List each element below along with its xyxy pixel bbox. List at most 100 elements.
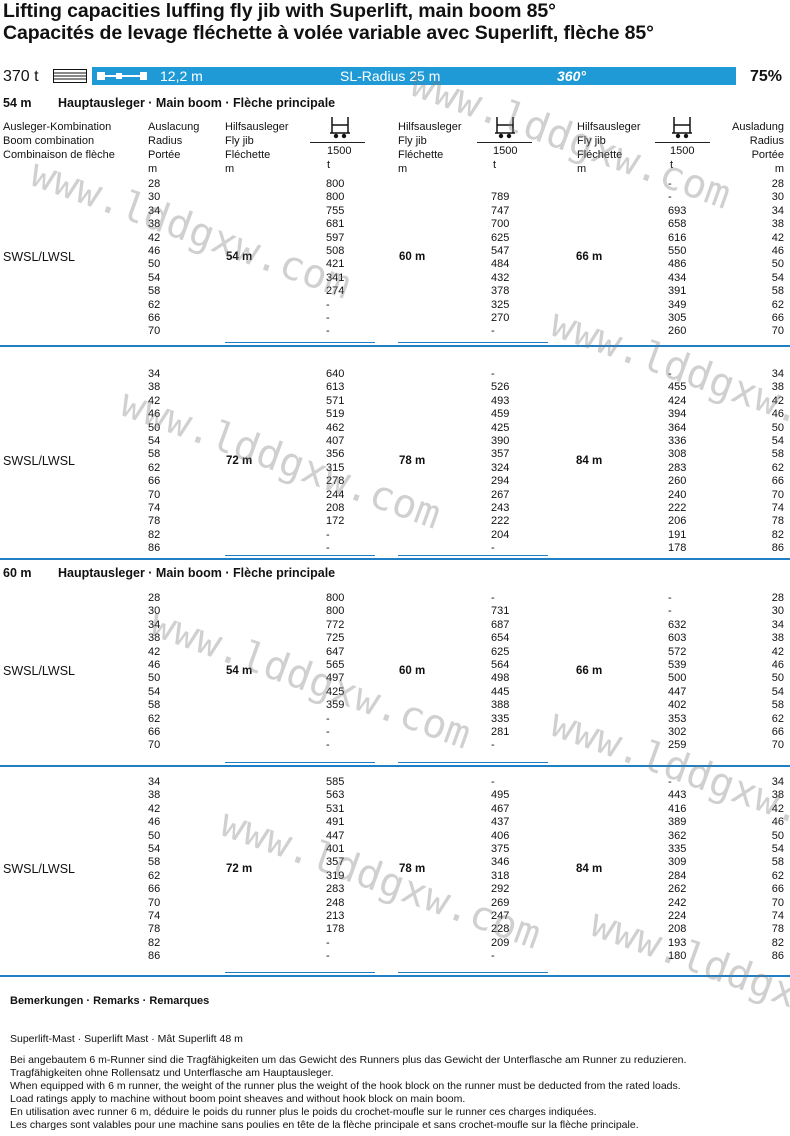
radius-cell: 62	[148, 461, 161, 474]
capacity-cell-jib3: 206	[668, 515, 687, 528]
radius-right-cell: 42	[771, 802, 784, 815]
capacity-cell-jib3: 283	[668, 461, 687, 474]
remarks-mast: Superlift-Mast · Superlift Mast · Mât Su…	[10, 1033, 243, 1045]
radius-cell: 42	[148, 645, 161, 658]
radius-cell: 30	[148, 605, 161, 618]
capacity-label: 370 t	[3, 68, 39, 85]
capacity-cell-jib3: 336	[668, 435, 687, 447]
capacity-cell-jib2: 281	[491, 726, 510, 738]
capacity-cell-jib1: 401	[326, 843, 345, 855]
radius-right-cell: 50	[771, 829, 784, 842]
radius-cell: 54	[148, 843, 161, 855]
capacity-cell-jib2: 564	[491, 659, 510, 671]
capacity-cell-jib1: -	[326, 726, 330, 738]
column-rule	[398, 762, 548, 763]
capacity-cell-jib3: 309	[668, 856, 687, 869]
radius-right-cell: 66	[771, 312, 784, 324]
remark-line: Load ratings apply to machine without bo…	[10, 1093, 466, 1105]
capacity-cell-jib2: 445	[491, 685, 510, 698]
radius-right-cell: 58	[771, 699, 784, 712]
capacity-cell-jib1: -	[326, 739, 330, 752]
capacity-cell-jib3: 362	[668, 829, 687, 842]
capacity-cell-jib3: 308	[668, 448, 687, 461]
capacity-cell-jib1: -	[326, 712, 330, 725]
boom-combination-label: SWSL/LWSL	[3, 664, 76, 679]
capacity-cell-jib2: 292	[491, 883, 510, 896]
radius-cell: 58	[148, 448, 161, 461]
radius-right-cell: 54	[771, 843, 784, 855]
capacity-cell-jib1: 531	[326, 802, 345, 815]
block-separator	[0, 345, 790, 347]
bar-slew: 360°	[557, 68, 586, 84]
fly-jib-length-2: 60 m	[399, 665, 426, 678]
radius-right-cell: 78	[771, 923, 784, 936]
radius-right-cell: 58	[771, 448, 784, 461]
radius-cell: 54	[148, 435, 161, 447]
bar-percent: 75%	[749, 68, 782, 85]
capacity-cell-jib2: 222	[491, 515, 510, 528]
capacity-cell-jib2: 547	[491, 245, 510, 257]
capacity-cell-jib2: 324	[491, 461, 510, 474]
section-heading-60m: 60 m Hauptausleger · Main boom · Flèche p…	[3, 566, 336, 580]
radius-cell: 78	[148, 515, 161, 528]
block-separator	[0, 558, 790, 560]
header-fly-jib-3: Hilfsausleger Fly jib Fléchette m	[577, 121, 641, 175]
remark-line: When equipped with 6 m runner, the weigh…	[10, 1080, 681, 1092]
column-rule	[225, 342, 375, 343]
capacity-cell-jib1: 172	[326, 515, 345, 528]
fly-jib-length-1: 54 m	[226, 665, 253, 678]
capacity-cell-jib1: 640	[326, 368, 345, 380]
capacity-cell-jib1: 248	[326, 896, 345, 909]
capacity-cell-jib1: -	[326, 950, 330, 963]
hook-capacity-1: 1500 t	[327, 145, 352, 171]
capacity-cell-jib1: 278	[326, 475, 345, 488]
watermark-text: www.lddgxw.com	[144, 600, 477, 759]
capacity-cell-jib1: 319	[326, 869, 345, 882]
capacity-cell-jib2: 406	[491, 829, 510, 842]
capacity-cell-jib3: 260	[668, 475, 687, 488]
radius-right-cell: 28	[771, 592, 784, 604]
radius-cell: 42	[148, 231, 161, 244]
capacity-cell-jib2: 625	[491, 645, 510, 658]
capacity-cell-jib2: 204	[491, 528, 510, 541]
column-rule	[225, 555, 375, 556]
header-radius-right: Ausladung Radius Portée m	[732, 121, 784, 175]
capacity-cell-jib3: 693	[668, 204, 687, 217]
section-heading-54m: 54 m Hauptausleger · Main boom · Flèche p…	[3, 96, 336, 110]
radius-cell: 82	[148, 528, 161, 541]
radius-right-cell: 34	[771, 618, 784, 631]
radius-cell: 34	[148, 204, 161, 217]
radius-cell: 50	[148, 829, 161, 842]
capacity-cell-jib2: 493	[491, 394, 510, 407]
radius-right-cell: 46	[771, 245, 784, 257]
radius-right-cell: 50	[771, 672, 784, 685]
bar-sl-radius: SL-Radius 25 m	[340, 68, 441, 84]
capacity-cell-jib2: 526	[491, 381, 510, 394]
capacity-cell-jib2: 432	[491, 271, 510, 284]
capacity-cell-jib3: 180	[668, 950, 687, 963]
capacity-cell-jib2: -	[491, 592, 495, 604]
capacity-cell-jib2: 747	[491, 204, 510, 217]
capacity-cell-jib2: 654	[491, 632, 510, 645]
capacity-cell-jib3: 364	[668, 421, 687, 434]
radius-cell: 34	[148, 618, 161, 631]
capacity-cell-jib1: -	[326, 936, 330, 949]
capacity-cell-jib3: 632	[668, 618, 687, 631]
radius-cell: 42	[148, 394, 161, 407]
capacity-cell-jib2: -	[491, 542, 495, 555]
capacity-cell-jib2: 687	[491, 618, 510, 631]
capacity-cell-jib2: 269	[491, 896, 510, 909]
radius-cell: 70	[148, 896, 161, 909]
capacity-cell-jib3: 178	[668, 542, 687, 555]
capacity-cell-jib2: -	[491, 368, 495, 380]
radius-cell: 62	[148, 298, 161, 311]
radius-right-cell: 54	[771, 435, 784, 447]
capacity-cell-jib2: 700	[491, 218, 510, 231]
radius-right-cell: 74	[771, 502, 784, 514]
title-line-2: Capacités de levage fléchette à volée va…	[3, 22, 654, 44]
capacity-cell-jib1: 571	[326, 394, 345, 407]
capacity-cell-jib3: 616	[668, 231, 687, 244]
watermark-text: www.lddgxw.com	[114, 380, 447, 539]
radius-cell: 38	[148, 381, 161, 394]
capacity-cell-jib3: 240	[668, 488, 687, 501]
